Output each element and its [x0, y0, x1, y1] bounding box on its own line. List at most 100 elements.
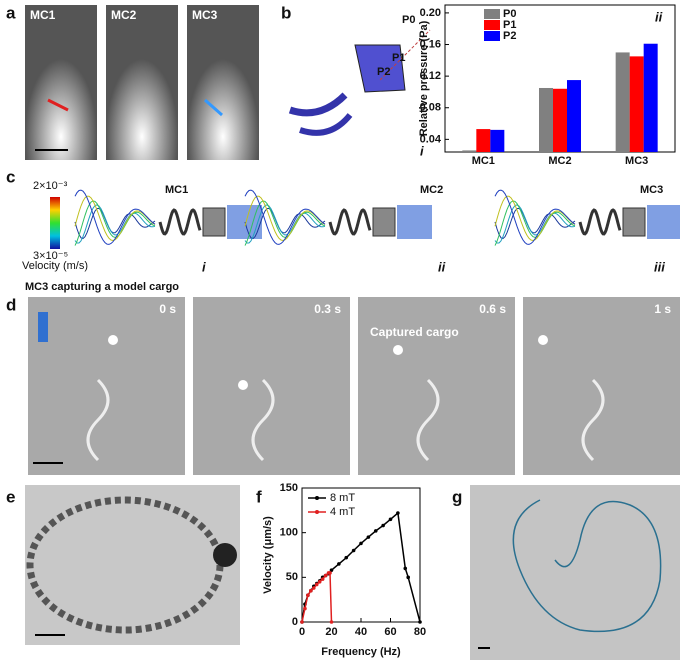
panel-label: d [6, 295, 16, 314]
marker [306, 593, 310, 597]
panel-label: b [281, 3, 291, 22]
helix [416, 378, 440, 462]
trajectory [512, 499, 662, 633]
x-tick-label: 60 [384, 626, 396, 638]
x-tick-label: MC3 [625, 155, 648, 167]
panel-label: f [256, 487, 262, 506]
helix-part [288, 92, 348, 117]
marker [396, 511, 400, 515]
arrow [47, 98, 69, 112]
micrograph [187, 5, 259, 160]
legend-label: 8 mT [330, 492, 355, 504]
panel-label: a [6, 3, 16, 22]
time-label: 1 s [654, 302, 671, 316]
streamline [244, 189, 326, 245]
streamline [494, 189, 576, 245]
bar [615, 52, 630, 152]
cargo [238, 380, 248, 390]
inset [38, 312, 48, 342]
helix [328, 208, 372, 236]
probe-line [379, 29, 431, 81]
wake [397, 205, 432, 239]
cylinder [354, 44, 406, 93]
marker [366, 535, 371, 539]
head [622, 207, 646, 237]
marker [359, 541, 363, 546]
head [202, 207, 226, 237]
panel-label: e [6, 487, 15, 506]
streamline [244, 195, 326, 242]
point-label: P1 [392, 52, 405, 64]
marker [337, 562, 341, 566]
bar [629, 56, 644, 152]
marker [323, 573, 328, 578]
marker [344, 555, 349, 560]
marker [329, 620, 334, 624]
marker [303, 606, 307, 611]
time-label: 0.6 s [479, 302, 506, 316]
plot-frame [301, 487, 421, 623]
y-axis-label: Velocity (μm/s) [262, 516, 274, 594]
micrograph [25, 485, 240, 645]
marker [418, 620, 422, 624]
streamline [74, 200, 156, 246]
subpanel-label: ii [655, 9, 663, 24]
y-tick-label: 0.16 [420, 38, 441, 50]
x-axis-label: Frequency (Hz) [321, 646, 401, 658]
bar [567, 80, 581, 152]
legend-label: 4 mT [330, 506, 355, 518]
marker [403, 566, 408, 571]
y-tick-label: 0.08 [420, 102, 441, 114]
image-label: MC2 [111, 8, 137, 22]
video-frame [28, 297, 185, 475]
panel-label: c [6, 167, 15, 186]
subpanel-label: ii [438, 259, 446, 274]
cargo [108, 335, 118, 345]
micrograph [25, 5, 97, 160]
y-tick-label: 0 [292, 616, 298, 628]
marker [314, 582, 319, 587]
y-axis-label: Relative pressure (Pa) [418, 20, 430, 136]
x-tick-label: 40 [355, 626, 367, 638]
bar [476, 129, 491, 152]
x-tick-label: MC1 [472, 155, 495, 167]
marker [351, 548, 356, 553]
head [372, 207, 396, 237]
legend-marker [315, 510, 319, 514]
streamline [244, 200, 326, 246]
model-label: MC2 [420, 184, 443, 196]
legend-label: P1 [503, 19, 516, 31]
video-frame [358, 297, 515, 475]
streamline [74, 207, 156, 240]
y-tick-label: 0.20 [420, 7, 441, 19]
marker [320, 577, 325, 581]
helix [578, 208, 622, 236]
marker [388, 517, 393, 522]
marker [309, 588, 313, 593]
streamline [244, 207, 326, 240]
subpanel-label: i [420, 143, 424, 158]
x-tick-label: 20 [325, 626, 337, 638]
legend-swatch [484, 9, 500, 19]
micrograph [470, 485, 680, 660]
video-frame [523, 297, 680, 475]
marker [300, 620, 304, 624]
bar [462, 150, 477, 152]
streamline [244, 204, 326, 244]
cargo [538, 335, 548, 345]
helix [158, 208, 202, 236]
streamline [494, 204, 576, 244]
colorbar-min: 3×10⁻⁵ [33, 250, 68, 262]
colorbar-label: Velocity (m/s) [22, 260, 88, 272]
point-label: P0 [402, 14, 415, 26]
annotation: Captured cargo [370, 325, 459, 339]
helix [86, 378, 110, 462]
video-frame [193, 297, 350, 475]
bar [643, 43, 658, 152]
image-label: MC1 [30, 8, 56, 22]
x-tick-label: 80 [414, 626, 426, 638]
bar [553, 88, 567, 152]
legend-swatch [484, 20, 500, 30]
marker [312, 586, 316, 590]
